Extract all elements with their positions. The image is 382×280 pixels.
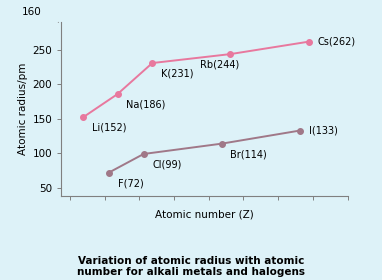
Text: Li(152): Li(152): [92, 123, 126, 133]
Text: Cl(99): Cl(99): [152, 160, 182, 169]
Text: K(231): K(231): [161, 69, 193, 79]
Text: Br(114): Br(114): [230, 149, 267, 159]
Text: Cs(262): Cs(262): [317, 37, 355, 47]
Text: Rb(244): Rb(244): [200, 60, 239, 70]
Text: Na(186): Na(186): [126, 100, 166, 109]
Text: F(72): F(72): [118, 178, 143, 188]
Text: Variation of atomic radius with atomic
number for alkali metals and halogens: Variation of atomic radius with atomic n…: [77, 256, 305, 277]
Y-axis label: Atomic radius/pm: Atomic radius/pm: [18, 63, 28, 155]
Text: 160: 160: [22, 7, 42, 17]
Text: I(133): I(133): [309, 125, 337, 136]
X-axis label: Atomic number (Z): Atomic number (Z): [155, 209, 254, 219]
